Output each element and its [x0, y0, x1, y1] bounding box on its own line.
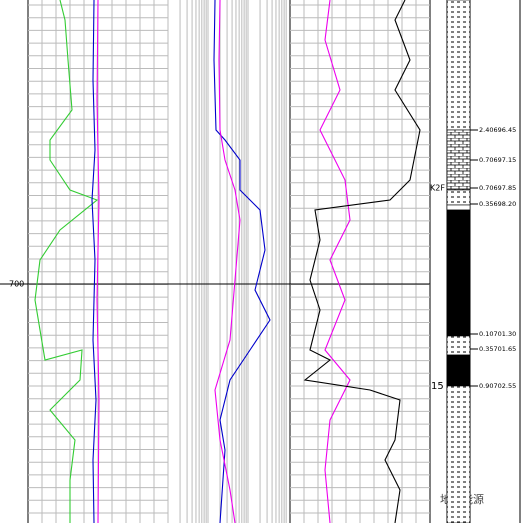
boundary-label: 0.70697.85: [479, 184, 516, 192]
formation: K2F: [430, 184, 445, 193]
lithology: [446, 129, 471, 191]
lithology: [446, 189, 471, 206]
cal-curve: [96, 0, 100, 523]
boundary-label: 0.35701.65: [479, 345, 516, 353]
lithology: [446, 209, 471, 337]
lithology: [446, 385, 471, 523]
sp-curve: [91, 0, 97, 523]
boundary-label: 0.35698.20: [479, 200, 516, 208]
boundary-label: 0.70697.15: [479, 156, 516, 164]
boundary-label: 0.10701.30: [479, 330, 516, 338]
res-deep: [213, 0, 271, 523]
lithology: [446, 354, 471, 387]
lithology: [446, 335, 471, 356]
boundary-label: 0.90702.55: [479, 382, 516, 390]
ac-curve: [319, 0, 351, 523]
layer-number: 15: [431, 381, 444, 392]
gr-curve: [34, 0, 99, 523]
lithology: [446, 0, 471, 131]
depth-label: 700: [9, 280, 24, 289]
res-shallow: [214, 0, 241, 523]
lithology: [446, 204, 471, 211]
boundary-label: 2.40696.45: [479, 126, 516, 134]
den-curve: [303, 0, 421, 523]
